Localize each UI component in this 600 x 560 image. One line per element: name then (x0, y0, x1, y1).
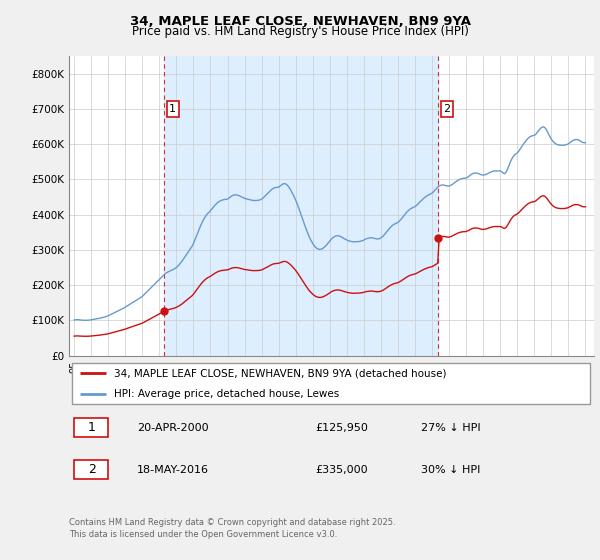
Text: 34, MAPLE LEAF CLOSE, NEWHAVEN, BN9 9YA (detached house): 34, MAPLE LEAF CLOSE, NEWHAVEN, BN9 9YA … (113, 368, 446, 379)
Bar (164, 56, 439, 356)
Text: 2: 2 (88, 463, 95, 476)
Text: 1: 1 (169, 104, 176, 114)
Text: 34, MAPLE LEAF CLOSE, NEWHAVEN, BN9 9YA: 34, MAPLE LEAF CLOSE, NEWHAVEN, BN9 9YA (130, 15, 470, 28)
FancyBboxPatch shape (71, 363, 590, 404)
Text: 18-MAY-2016: 18-MAY-2016 (137, 465, 209, 474)
Text: £335,000: £335,000 (316, 465, 368, 474)
Text: Price paid vs. HM Land Registry's House Price Index (HPI): Price paid vs. HM Land Registry's House … (131, 25, 469, 38)
Text: 30% ↓ HPI: 30% ↓ HPI (421, 465, 480, 474)
Text: 20-APR-2000: 20-APR-2000 (137, 423, 209, 433)
Text: 2: 2 (443, 104, 451, 114)
Text: 1: 1 (88, 421, 95, 435)
FancyBboxPatch shape (74, 418, 109, 437)
FancyBboxPatch shape (74, 460, 109, 479)
Text: 27% ↓ HPI: 27% ↓ HPI (421, 423, 481, 433)
Text: £125,950: £125,950 (316, 423, 368, 433)
Text: HPI: Average price, detached house, Lewes: HPI: Average price, detached house, Lewe… (113, 389, 339, 399)
Text: Contains HM Land Registry data © Crown copyright and database right 2025.
This d: Contains HM Land Registry data © Crown c… (69, 518, 395, 539)
